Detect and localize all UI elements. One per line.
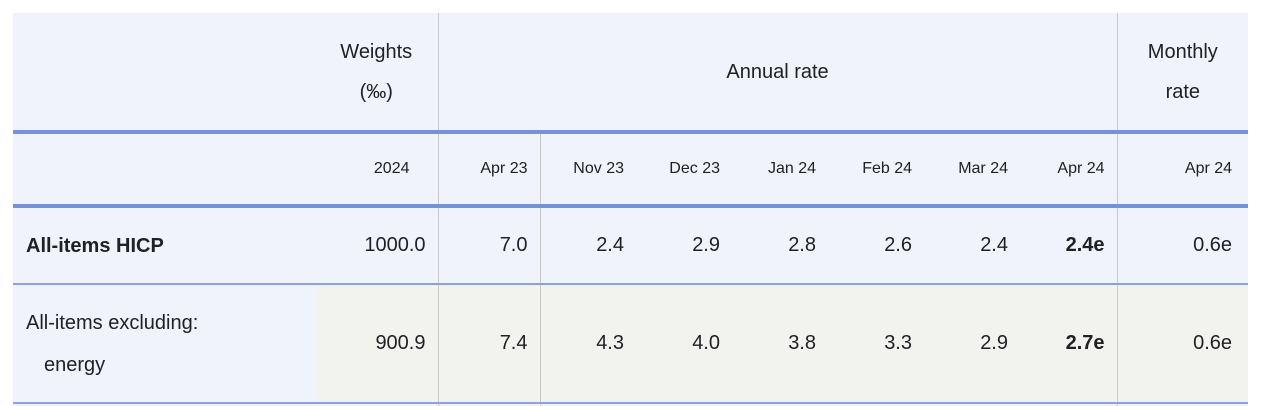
annual-value-feb24: 2.6 — [828, 206, 924, 285]
table-row-all-items: All-items HICP 1000.0 7.0 2.4 2.9 2.8 2.… — [13, 206, 1249, 285]
column-header-dec23: Dec 23 — [636, 132, 732, 208]
annual-value-apr23: 7.4 — [438, 284, 541, 404]
annual-value-feb24: 3.3 — [828, 284, 924, 404]
weights-header-unit: (‰) — [359, 80, 393, 103]
column-header-jan24: Jan 24 — [732, 132, 828, 208]
annual-value-apr24-flash: 2.7e — [1020, 284, 1118, 404]
weights-header-cell: Weights (‰) — [315, 13, 439, 134]
annual-value-dec23: 4.0 — [636, 284, 732, 404]
monthly-value-apr24: 0.6e — [1117, 206, 1249, 285]
annual-rate-header-cell: Annual rate — [438, 13, 1118, 134]
annual-value-jan24: 3.8 — [732, 284, 828, 404]
row-label-line2: energy — [44, 353, 106, 376]
annual-value-jan24: 2.8 — [732, 206, 828, 285]
column-header-nov23: Nov 23 — [540, 132, 636, 208]
row-label: All-items excluding: energy — [13, 284, 315, 404]
header-row: Weights (‰) Annual rate Monthly rate — [13, 13, 1249, 134]
row-label-line1: All-items excluding: — [26, 311, 199, 334]
annual-value-nov23: 4.3 — [540, 284, 636, 404]
row-label: All-items HICP — [13, 206, 315, 285]
weight-value: 900.9 — [315, 284, 439, 404]
weights-header-line1: Weights — [340, 40, 413, 63]
annual-value-apr23: 7.0 — [438, 206, 541, 285]
annual-value-nov23: 2.4 — [540, 206, 636, 285]
header-spacer-cell — [13, 13, 315, 134]
table-row-excluding-energy: All-items excluding: energy 900.9 7.4 4.… — [13, 284, 1249, 404]
hicp-table: Weights (‰) Annual rate Monthly rate 202… — [13, 13, 1249, 406]
annual-value-mar24: 2.9 — [924, 284, 1020, 404]
weights-year-cell: 2024 — [315, 132, 439, 208]
weight-value: 1000.0 — [315, 206, 439, 285]
monthly-rate-header-cell: Monthly rate — [1117, 13, 1249, 134]
hicp-table-container: Weights (‰) Annual rate Monthly rate 202… — [13, 13, 1249, 406]
column-header-apr23: Apr 23 — [438, 132, 541, 208]
column-header-apr24: Apr 24 — [1020, 132, 1118, 208]
subheader-spacer-cell — [13, 132, 315, 208]
monthly-value-apr24: 0.6e — [1117, 284, 1249, 404]
annual-value-dec23: 2.9 — [636, 206, 732, 285]
annual-value-mar24: 2.4 — [924, 206, 1020, 285]
column-header-feb24: Feb 24 — [828, 132, 924, 208]
subheader-row: 2024 Apr 23 Nov 23 Dec 23 Jan 24 Feb 24 … — [13, 132, 1249, 208]
annual-value-apr24-flash: 2.4e — [1020, 206, 1118, 285]
column-header-monthly-apr24: Apr 24 — [1117, 132, 1249, 208]
column-header-mar24: Mar 24 — [924, 132, 1020, 208]
